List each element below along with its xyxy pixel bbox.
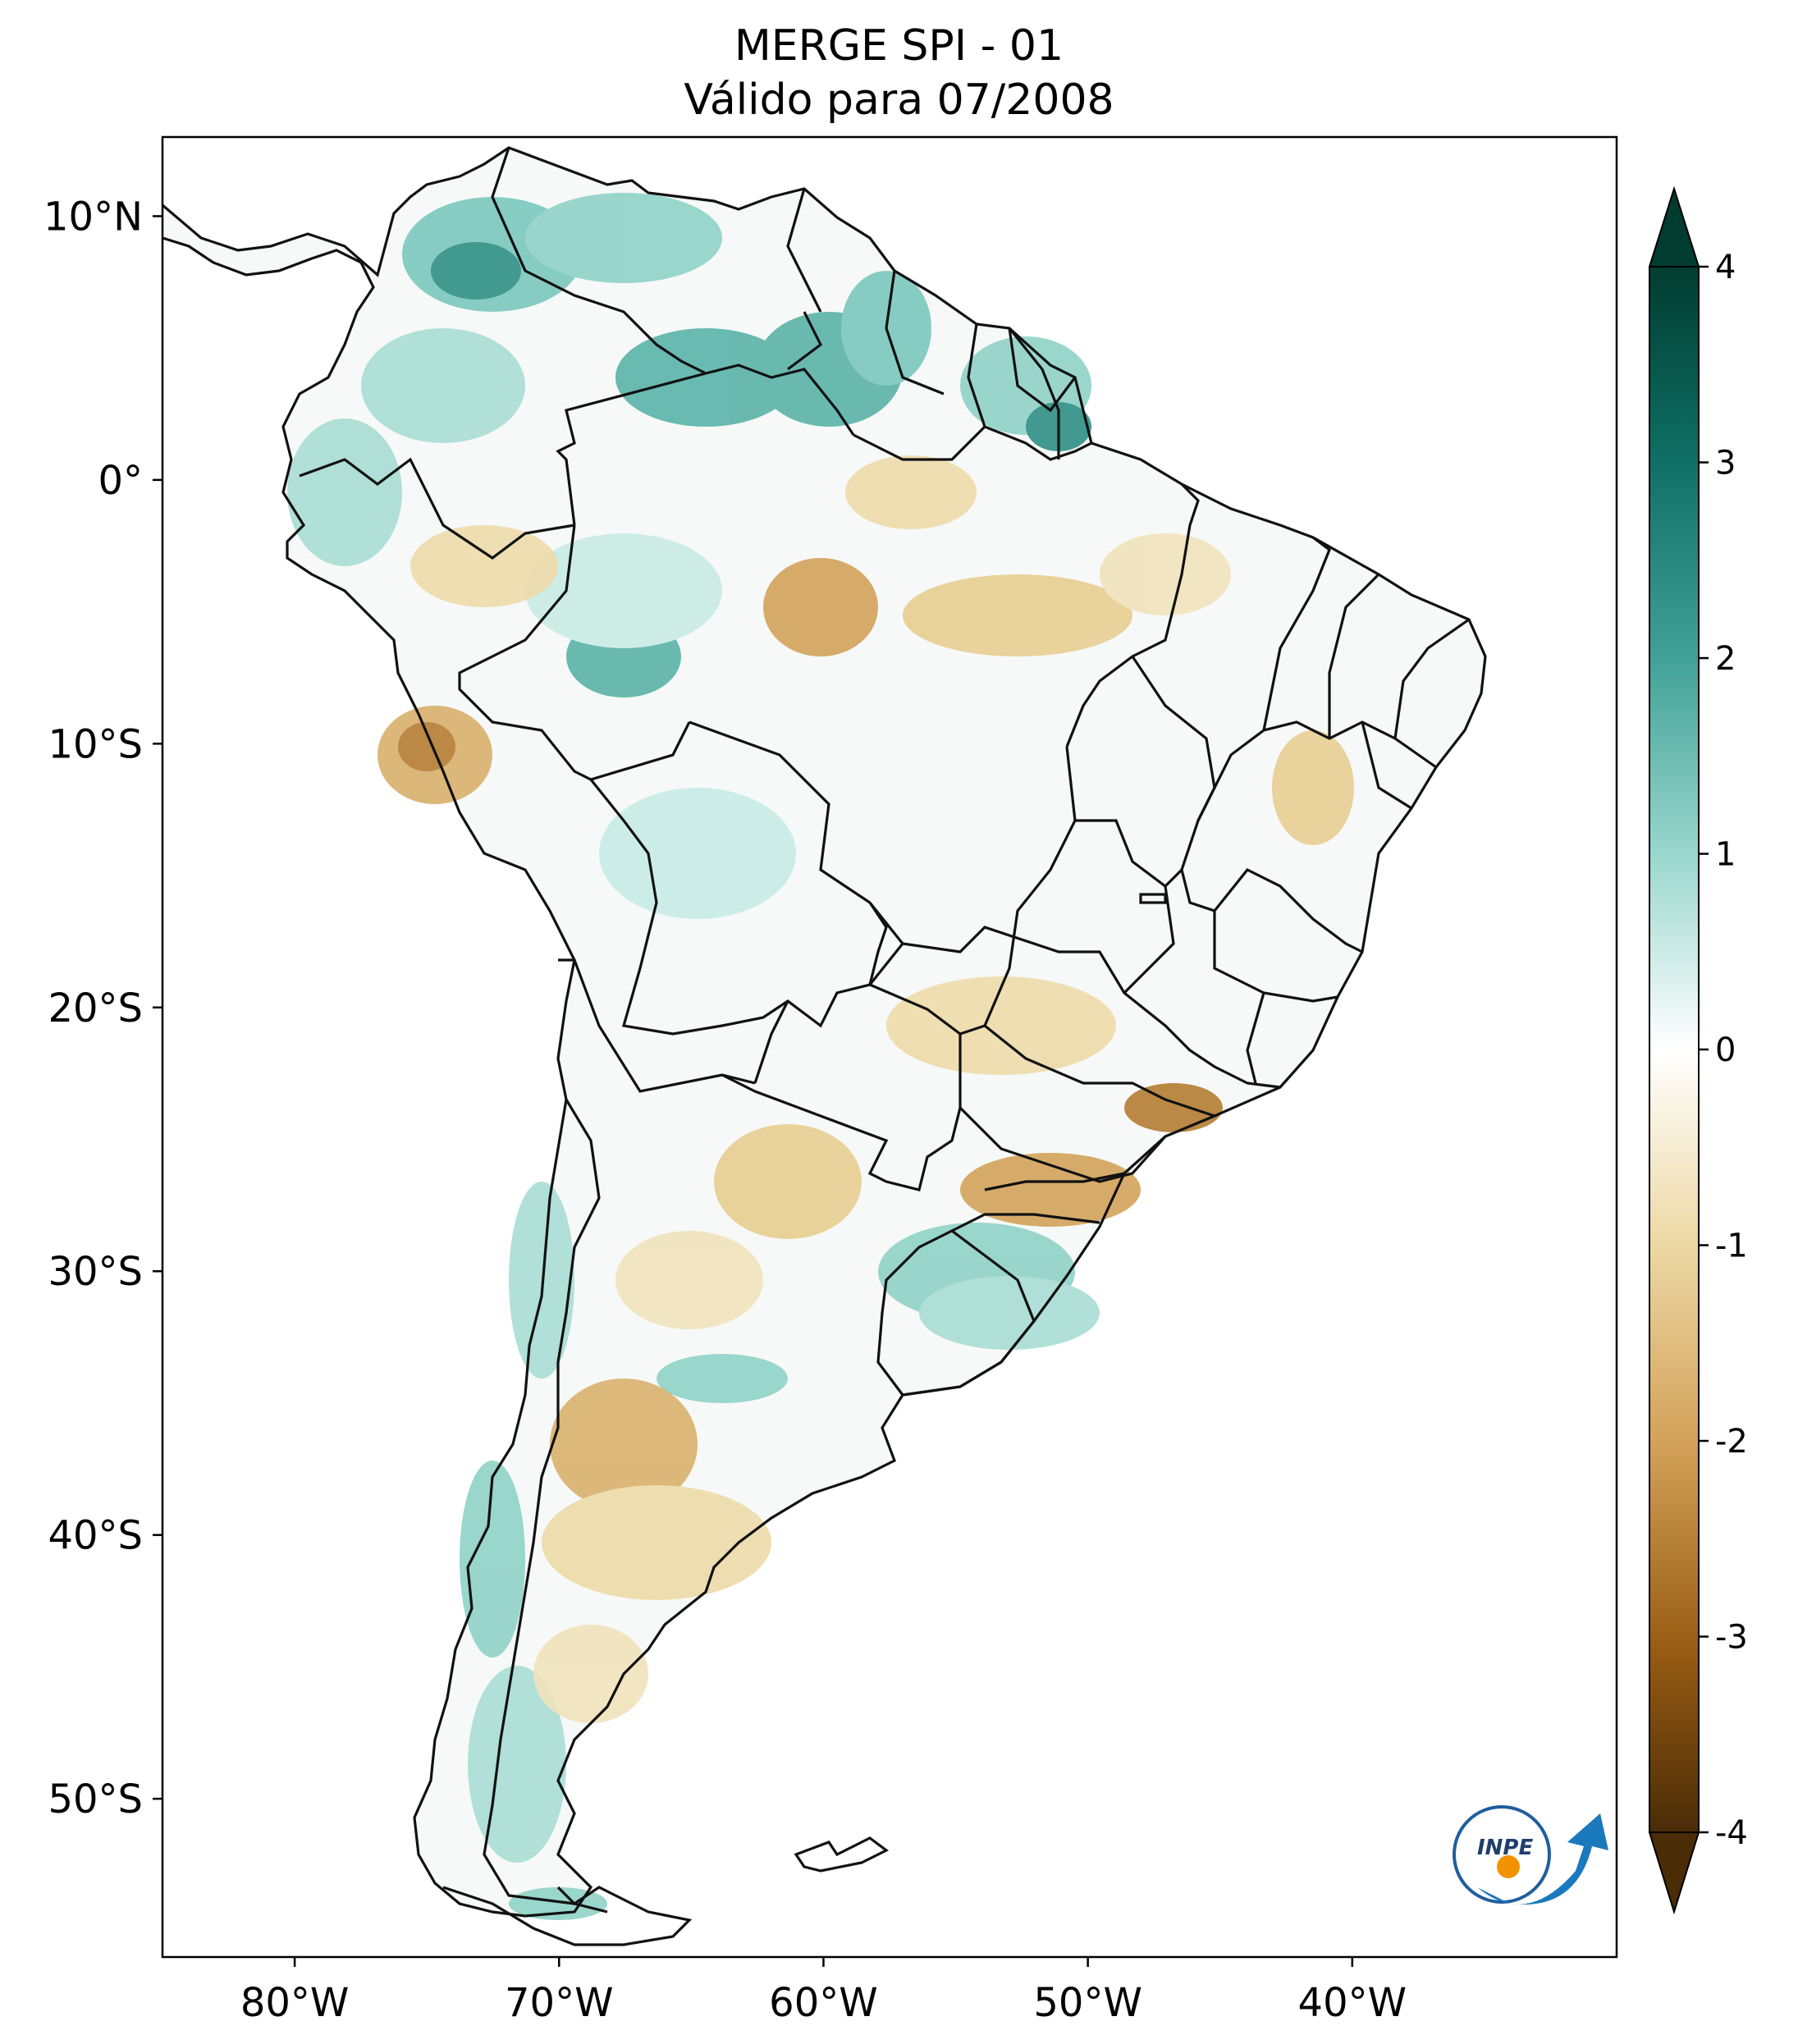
colorbar-tick-label: -4 <box>1715 1814 1748 1852</box>
logo-sun <box>1497 1855 1520 1878</box>
colorbar-tick-label: 2 <box>1715 640 1736 678</box>
lon-tick-label: 60°W <box>769 1980 878 2026</box>
spi-field <box>162 146 1487 1946</box>
lat-tick-label: 50°S <box>48 1776 143 1822</box>
colorbar-tick-label: -3 <box>1715 1619 1748 1657</box>
inpe-logo: INPE <box>1453 1805 1608 1905</box>
lat-tick-label: 10°S <box>48 721 143 767</box>
colorbar-lower-extend <box>1648 1831 1700 1915</box>
colorbar-tick-label: -2 <box>1715 1423 1748 1461</box>
logo-swoosh <box>1477 1813 1608 1905</box>
colorbar-bar <box>1649 266 1700 1833</box>
map-frame <box>161 135 1618 1959</box>
lat-tick-label: 10°N <box>43 194 143 240</box>
country-borders <box>162 146 1487 1946</box>
lon-tick-label: 40°W <box>1298 1980 1407 2026</box>
logo-ring <box>1453 1805 1551 1904</box>
map-title: MERGE SPI - 01 <box>734 21 1064 71</box>
lat-tick-label: 20°S <box>48 985 143 1031</box>
lat-tick-label: 0° <box>98 458 143 504</box>
lon-tick-label: 80°W <box>240 1980 350 2026</box>
lon-tick-label: 70°W <box>505 1980 614 2026</box>
colorbar-tick-label: -1 <box>1715 1228 1748 1265</box>
colorbar-upper-extend <box>1648 185 1700 268</box>
lat-tick-label: 30°S <box>48 1249 143 1295</box>
colorbar: 4 3 2 1 0 -1 -2 -3 -4 <box>1648 185 1748 1915</box>
longitude-axis: 80°W 70°W 60°W 50°W 40°W <box>240 1957 1407 2026</box>
wet-anomaly-patches <box>287 193 1100 1920</box>
colorbar-tick-label: 3 <box>1715 445 1736 482</box>
colorbar-tick-label: 0 <box>1715 1031 1736 1069</box>
colorbar-tick-label: 1 <box>1715 836 1736 874</box>
map-subtitle: Válido para 07/2008 <box>684 75 1114 125</box>
logo-text: INPE <box>1477 1836 1533 1860</box>
colorbar-ticks: 4 3 2 1 0 -1 -2 -3 -4 <box>1699 249 1748 1852</box>
colorbar-tick-label: 4 <box>1715 249 1736 286</box>
lat-tick-label: 40°S <box>48 1513 143 1559</box>
latitude-axis: 10°N 0° 10°S 20°S 30°S 40°S 50°S <box>43 194 162 1822</box>
lon-tick-label: 50°W <box>1033 1980 1142 2026</box>
